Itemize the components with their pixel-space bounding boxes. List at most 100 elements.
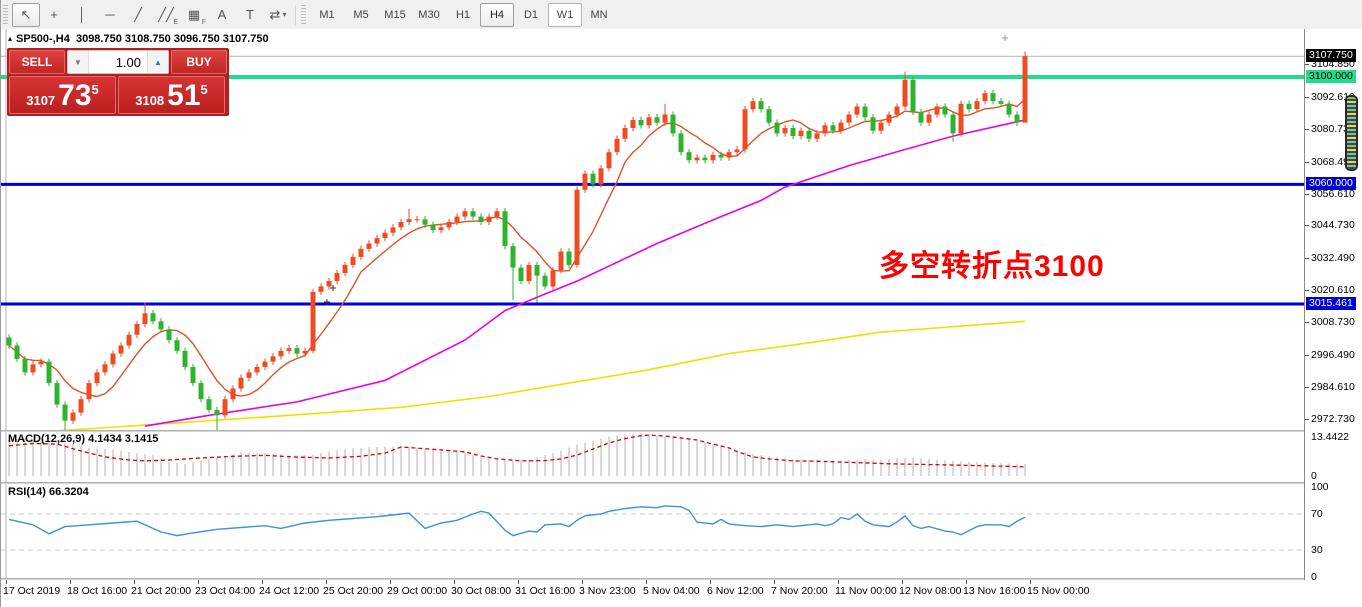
toolbar-grip[interactable] — [3, 4, 8, 25]
macd-scale-max: 13.4422 — [1311, 430, 1349, 443]
cursor-tool[interactable]: ↖ — [12, 2, 40, 27]
time-tick — [6, 580, 7, 584]
arrows-tool[interactable]: ⇄ ▾ — [264, 3, 292, 27]
rsi-pane-separator[interactable] — [1, 482, 1362, 484]
trendline-tool[interactable]: ╱ — [124, 3, 152, 27]
price-tick-label: 2984.610 — [1311, 381, 1355, 393]
time-axis[interactable]: 17 Oct 2019 18 Oct 16:00 21 Oct 20:00 23 Oc… — [1, 580, 1362, 607]
time-tick-label: 23 Oct 04:00 — [195, 585, 256, 597]
axis-tick — [1305, 194, 1309, 195]
buy-price-prefix: 3108 — [135, 93, 165, 108]
sell-price-big: 73 — [58, 79, 92, 112]
chart-title: ▴ SP500-,H4 3098.750 3108.750 3096.750 31… — [8, 33, 269, 45]
scale-slider-stripes — [1347, 97, 1356, 169]
timeframe-m5-button[interactable]: M5 — [353, 8, 369, 21]
hline-price-badge: 3060.000 — [1306, 177, 1356, 190]
timeframe-m30-button[interactable]: M30 — [418, 8, 440, 21]
time-tick — [134, 580, 135, 584]
rsi-scale-label: 0 — [1311, 571, 1317, 583]
toolbar-grip-2[interactable] — [301, 4, 306, 25]
hline-price-badge: 3015.461 — [1306, 297, 1356, 310]
price-tick-label: 2972.730 — [1311, 413, 1355, 425]
price-tick-label: 3068.490 — [1311, 156, 1355, 168]
time-tick-label: 30 Oct 08:00 — [451, 585, 512, 597]
cursor-tool-icon: ↖ — [20, 6, 32, 22]
axis-tick — [1305, 97, 1309, 98]
price-tick-label: 3032.490 — [1311, 252, 1355, 264]
timeframe-group: M1 M5 M15 M30 H1 H4 D1 W1 MN — [310, 2, 616, 27]
label-tool[interactable]: T — [236, 3, 264, 27]
timeframe-h4-button[interactable]: H4 — [480, 2, 514, 27]
time-tick-label: 21 Oct 20:00 — [131, 585, 192, 597]
time-tick-label: 5 Nov 04:00 — [643, 585, 700, 597]
chevron-down-icon[interactable]: ▾ — [282, 10, 287, 19]
price-tick-label: 3044.730 — [1311, 219, 1355, 231]
arrows-tool-icon: ⇄ — [269, 6, 281, 22]
collapse-icon[interactable]: ▴ — [8, 34, 13, 43]
chart-area[interactable]: ▴ SP500-,H4 3098.750 3108.750 3096.750 31… — [1, 29, 1362, 607]
crosshair-tool-icon: + — [50, 7, 58, 22]
symbol-label: SP500-,H4 — [16, 33, 70, 45]
price-tick-label: 3020.610 — [1311, 284, 1355, 296]
trendline-tool-icon: ╱ — [134, 6, 142, 22]
sell-price-prefix: 3107 — [26, 93, 56, 108]
timeframe-m15-button[interactable]: M15 — [384, 8, 406, 21]
axis-tick — [1305, 129, 1309, 130]
macd-pane-separator[interactable] — [1, 430, 1362, 432]
drawing-tools-group: ↖ + │ ─ ╱ ╱╱ E ▦ F A T ⇄ ▾ — [12, 2, 292, 27]
horizontal-line-tool[interactable]: ─ — [96, 3, 124, 27]
crosshair-tool[interactable]: + — [40, 3, 68, 27]
timeframe-h1-button[interactable]: H1 — [455, 8, 471, 21]
buy-price-display[interactable]: 3108 51 5 — [118, 76, 225, 114]
horizontal-line-tool-icon: ─ — [105, 7, 115, 22]
time-tick — [774, 580, 775, 584]
rsi-label: RSI(14) 66.3204 — [8, 486, 89, 498]
time-tick-label: 25 Oct 20:00 — [323, 585, 384, 597]
volume-spinner: ▼ 1.00 ▲ — [67, 50, 169, 74]
text-tool[interactable]: A — [208, 3, 236, 27]
price-tick-label: 2996.490 — [1311, 349, 1355, 361]
axis-tick — [1305, 258, 1309, 259]
time-tick — [902, 580, 903, 584]
timeframe-d1-button[interactable]: D1 — [523, 8, 539, 21]
rsi-pane[interactable] — [1, 484, 1304, 578]
sell-price-display[interactable]: 3107 73 5 — [9, 76, 116, 114]
vertical-line-tool[interactable]: │ — [68, 3, 96, 27]
macd-label: MACD(12,26,9) 4.1434 3.1415 — [8, 433, 159, 445]
volume-value[interactable]: 1.00 — [115, 54, 141, 70]
fibonacci-tool[interactable]: ▦ F — [187, 6, 206, 26]
price-tick-label: 3008.730 — [1311, 316, 1355, 328]
time-tick-label: 11 Nov 00:00 — [835, 585, 897, 597]
time-tick-label: 15 Nov 00:00 — [1027, 585, 1090, 597]
current-price-badge: 3107.750 — [1306, 49, 1356, 62]
sell-button[interactable]: SELL — [9, 50, 65, 74]
volume-increase-button[interactable]: ▲ — [147, 51, 168, 73]
axis-tick — [1305, 355, 1309, 356]
timeframe-mn-button[interactable]: MN — [590, 8, 608, 21]
label-tool-icon: T — [246, 7, 254, 22]
macd-scale-min: 0 — [1311, 470, 1317, 482]
macd-pane[interactable] — [1, 432, 1304, 482]
volume-decrease-button[interactable]: ▼ — [68, 51, 89, 73]
timeframe-m1-button[interactable]: M1 — [319, 8, 335, 21]
price-scale-slider[interactable] — [1345, 95, 1358, 171]
axis-tick — [1305, 322, 1309, 323]
bottom-frame-line — [1, 578, 1362, 580]
toolbar-separator — [295, 4, 296, 25]
axis-tick — [1305, 387, 1309, 388]
time-tick-label: 13 Nov 16:00 — [963, 585, 1026, 597]
time-tick-label: 3 Nov 23:00 — [579, 585, 636, 597]
buy-button[interactable]: BUY — [171, 50, 227, 74]
time-tick-label: 24 Oct 12:00 — [259, 585, 320, 597]
time-tick-label: 31 Oct 16:00 — [515, 585, 576, 597]
timeframe-w1-button[interactable]: W1 — [548, 2, 582, 27]
time-tick — [262, 580, 263, 584]
time-tick — [326, 580, 327, 584]
equidistant-channel-tool-icon: ╱╱ — [158, 6, 174, 22]
fibonacci-tool-icon: ▦ — [187, 6, 201, 22]
equidistant-channel-tool[interactable]: ╱╱ E — [158, 6, 178, 26]
hline-price-badge: 3100.000 — [1306, 70, 1356, 83]
price-tick-label: 3080.730 — [1311, 123, 1355, 135]
time-tick-label: 29 Oct 00:00 — [387, 585, 448, 597]
